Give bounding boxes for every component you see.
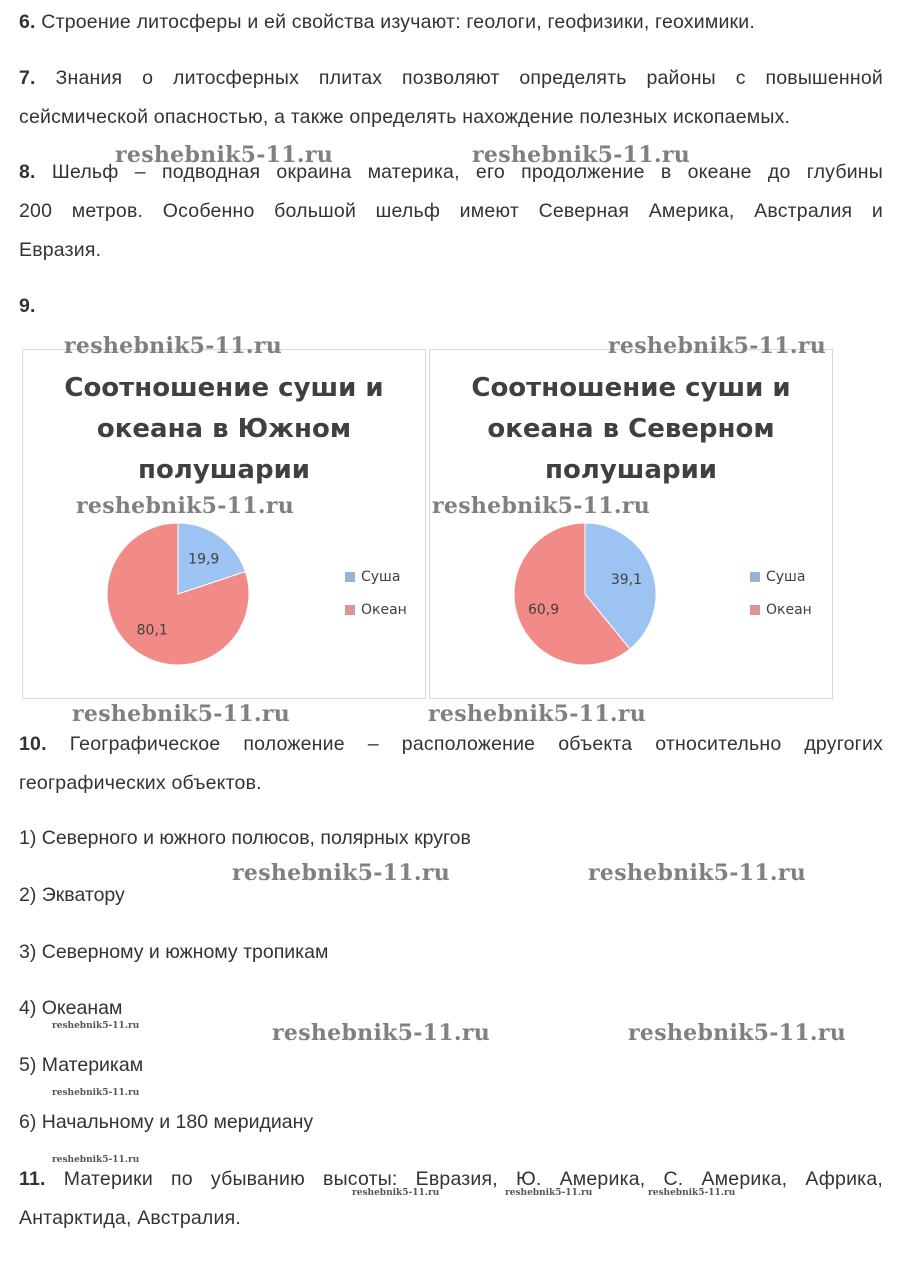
- item-6-number: 6.: [19, 11, 36, 33]
- chart-south: Соотношение суши и океана в Южном полуша…: [22, 349, 426, 699]
- item-11-line-2: Антарктида, Австралия.: [19, 1207, 241, 1229]
- item-7: 7. Знания о литосферных плитах позволяют…: [19, 59, 883, 137]
- item-7-line-1: 7. Знания о литосферных плитах позволяют…: [19, 59, 883, 98]
- watermark: reshebnik5-11.ru: [588, 860, 807, 886]
- item-11-number: 11.: [19, 1168, 46, 1190]
- item-6: 6. Строение литосферы и ей свойства изуч…: [19, 3, 883, 42]
- item-11: 11. Материки по убыванию высоты: Евразия…: [19, 1160, 883, 1238]
- pie-data-label-land: 19,9: [188, 551, 219, 567]
- list-item-3: 3) Северному и южному тропикам: [19, 941, 329, 963]
- watermark-small: reshebnik5-11.ru: [648, 1188, 736, 1198]
- chart-north: Соотношение суши и океана в Северном пол…: [429, 349, 833, 699]
- item-8-line-1: 8. Шельф – подводная окраина материка, е…: [19, 153, 883, 192]
- item-7-text-1: Знания о литосферных плитах позволяют оп…: [55, 67, 884, 89]
- item-6-text: Строение литосферы и ей свойства изучают…: [41, 11, 755, 33]
- watermark: reshebnik5-11.ru: [232, 860, 451, 886]
- list-item-6: 6) Начальному и 180 меридиану: [19, 1111, 314, 1133]
- watermark-small: reshebnik5-11.ru: [52, 1021, 140, 1031]
- chart-south-title-line-1: Соотношение суши и: [64, 373, 384, 403]
- list-item-5: 5) Материкам: [19, 1054, 144, 1076]
- item-11-text-1: Материки по убыванию высоты: Евразия, Ю.…: [63, 1168, 883, 1190]
- item-7-line-2: сейсмической опасностью, а также определ…: [19, 106, 791, 128]
- pie-slice-ocean: [106, 522, 250, 666]
- item-9-number: 9.: [19, 295, 36, 317]
- watermark: reshebnik5-11.ru: [115, 142, 334, 168]
- watermark-small: reshebnik5-11.ru: [352, 1188, 440, 1198]
- item-8-text-1: Шельф – подводная окраина материка, его …: [51, 161, 883, 183]
- legend-label-ocean: Океан: [766, 601, 812, 618]
- legend-item-ocean: Океан: [345, 593, 407, 626]
- legend-item-land: Суша: [750, 560, 812, 593]
- chart-south-title-line-3: полушарии: [137, 455, 311, 485]
- item-10-line-2: географических объектов.: [19, 772, 262, 794]
- legend-swatch-ocean: [345, 604, 355, 615]
- pie-data-label-land: 39,1: [611, 572, 642, 588]
- list-item-4: 4) Океанам: [19, 997, 123, 1019]
- watermark: reshebnik5-11.ru: [64, 333, 283, 359]
- watermark-small: reshebnik5-11.ru: [505, 1188, 593, 1198]
- watermark: reshebnik5-11.ru: [72, 701, 291, 727]
- watermark-small: reshebnik5-11.ru: [52, 1155, 140, 1165]
- legend-label-land: Суша: [361, 568, 401, 585]
- item-8: 8. Шельф – подводная окраина материка, е…: [19, 153, 883, 270]
- list-item-1: 1) Северного и южного полюсов, полярных …: [19, 827, 471, 849]
- chart-north-title-line-1: Соотношение суши и: [471, 373, 791, 403]
- legend-south: Суша Океан: [345, 560, 407, 626]
- chart-south-title: Соотношение суши и океана в Южном полуша…: [23, 368, 425, 491]
- watermark-small: reshebnik5-11.ru: [52, 1088, 140, 1098]
- item-10-text-1: Географическое положение – расположение …: [69, 733, 883, 755]
- item-10-number: 10.: [19, 733, 47, 755]
- legend-swatch-land: [750, 571, 760, 582]
- legend-item-land: Суша: [345, 560, 407, 593]
- legend-item-ocean: Океан: [750, 593, 812, 626]
- legend-north: Суша Океан: [750, 560, 812, 626]
- watermark: reshebnik5-11.ru: [472, 142, 691, 168]
- item-9: 9.: [19, 287, 883, 326]
- legend-label-ocean: Океан: [361, 601, 407, 618]
- chart-north-title-line-3: полушарии: [544, 455, 718, 485]
- item-11-line-1: 11. Материки по убыванию высоты: Евразия…: [19, 1160, 883, 1199]
- pie-slice-land: [584, 522, 657, 650]
- watermark: reshebnik5-11.ru: [76, 493, 295, 519]
- item-8-number: 8.: [19, 161, 36, 183]
- legend-swatch-land: [345, 571, 355, 582]
- pie-slice-ocean: [513, 522, 631, 666]
- item-8-line-3: Евразия.: [19, 239, 102, 261]
- pie-north: 39,1 60,9: [513, 522, 657, 666]
- chart-north-title: Соотношение суши и океана в Северном пол…: [430, 368, 832, 491]
- item-10-line-1: 10. Географическое положение – расположе…: [19, 725, 883, 764]
- item-10: 10. Географическое положение – расположе…: [19, 725, 883, 803]
- watermark: reshebnik5-11.ru: [272, 1020, 491, 1046]
- watermark: reshebnik5-11.ru: [608, 333, 827, 359]
- item-8-line-2: 200 метров. Особенно большой шельф имеют…: [19, 200, 883, 222]
- pie-slice-land: [177, 522, 247, 595]
- item-7-number: 7.: [19, 67, 36, 89]
- chart-north-title-line-2: океана в Северном: [487, 414, 775, 444]
- pie-data-label-ocean: 60,9: [528, 602, 559, 618]
- legend-label-land: Суша: [766, 568, 806, 585]
- pie-south: 19,9 80,1: [106, 522, 250, 666]
- watermark: reshebnik5-11.ru: [432, 493, 651, 519]
- chart-south-title-line-2: океана в Южном: [96, 414, 352, 444]
- pie-data-label-ocean: 80,1: [137, 623, 168, 639]
- legend-swatch-ocean: [750, 604, 760, 615]
- list-item-2: 2) Экватору: [19, 884, 125, 906]
- watermark: reshebnik5-11.ru: [628, 1020, 847, 1046]
- watermark: reshebnik5-11.ru: [428, 701, 647, 727]
